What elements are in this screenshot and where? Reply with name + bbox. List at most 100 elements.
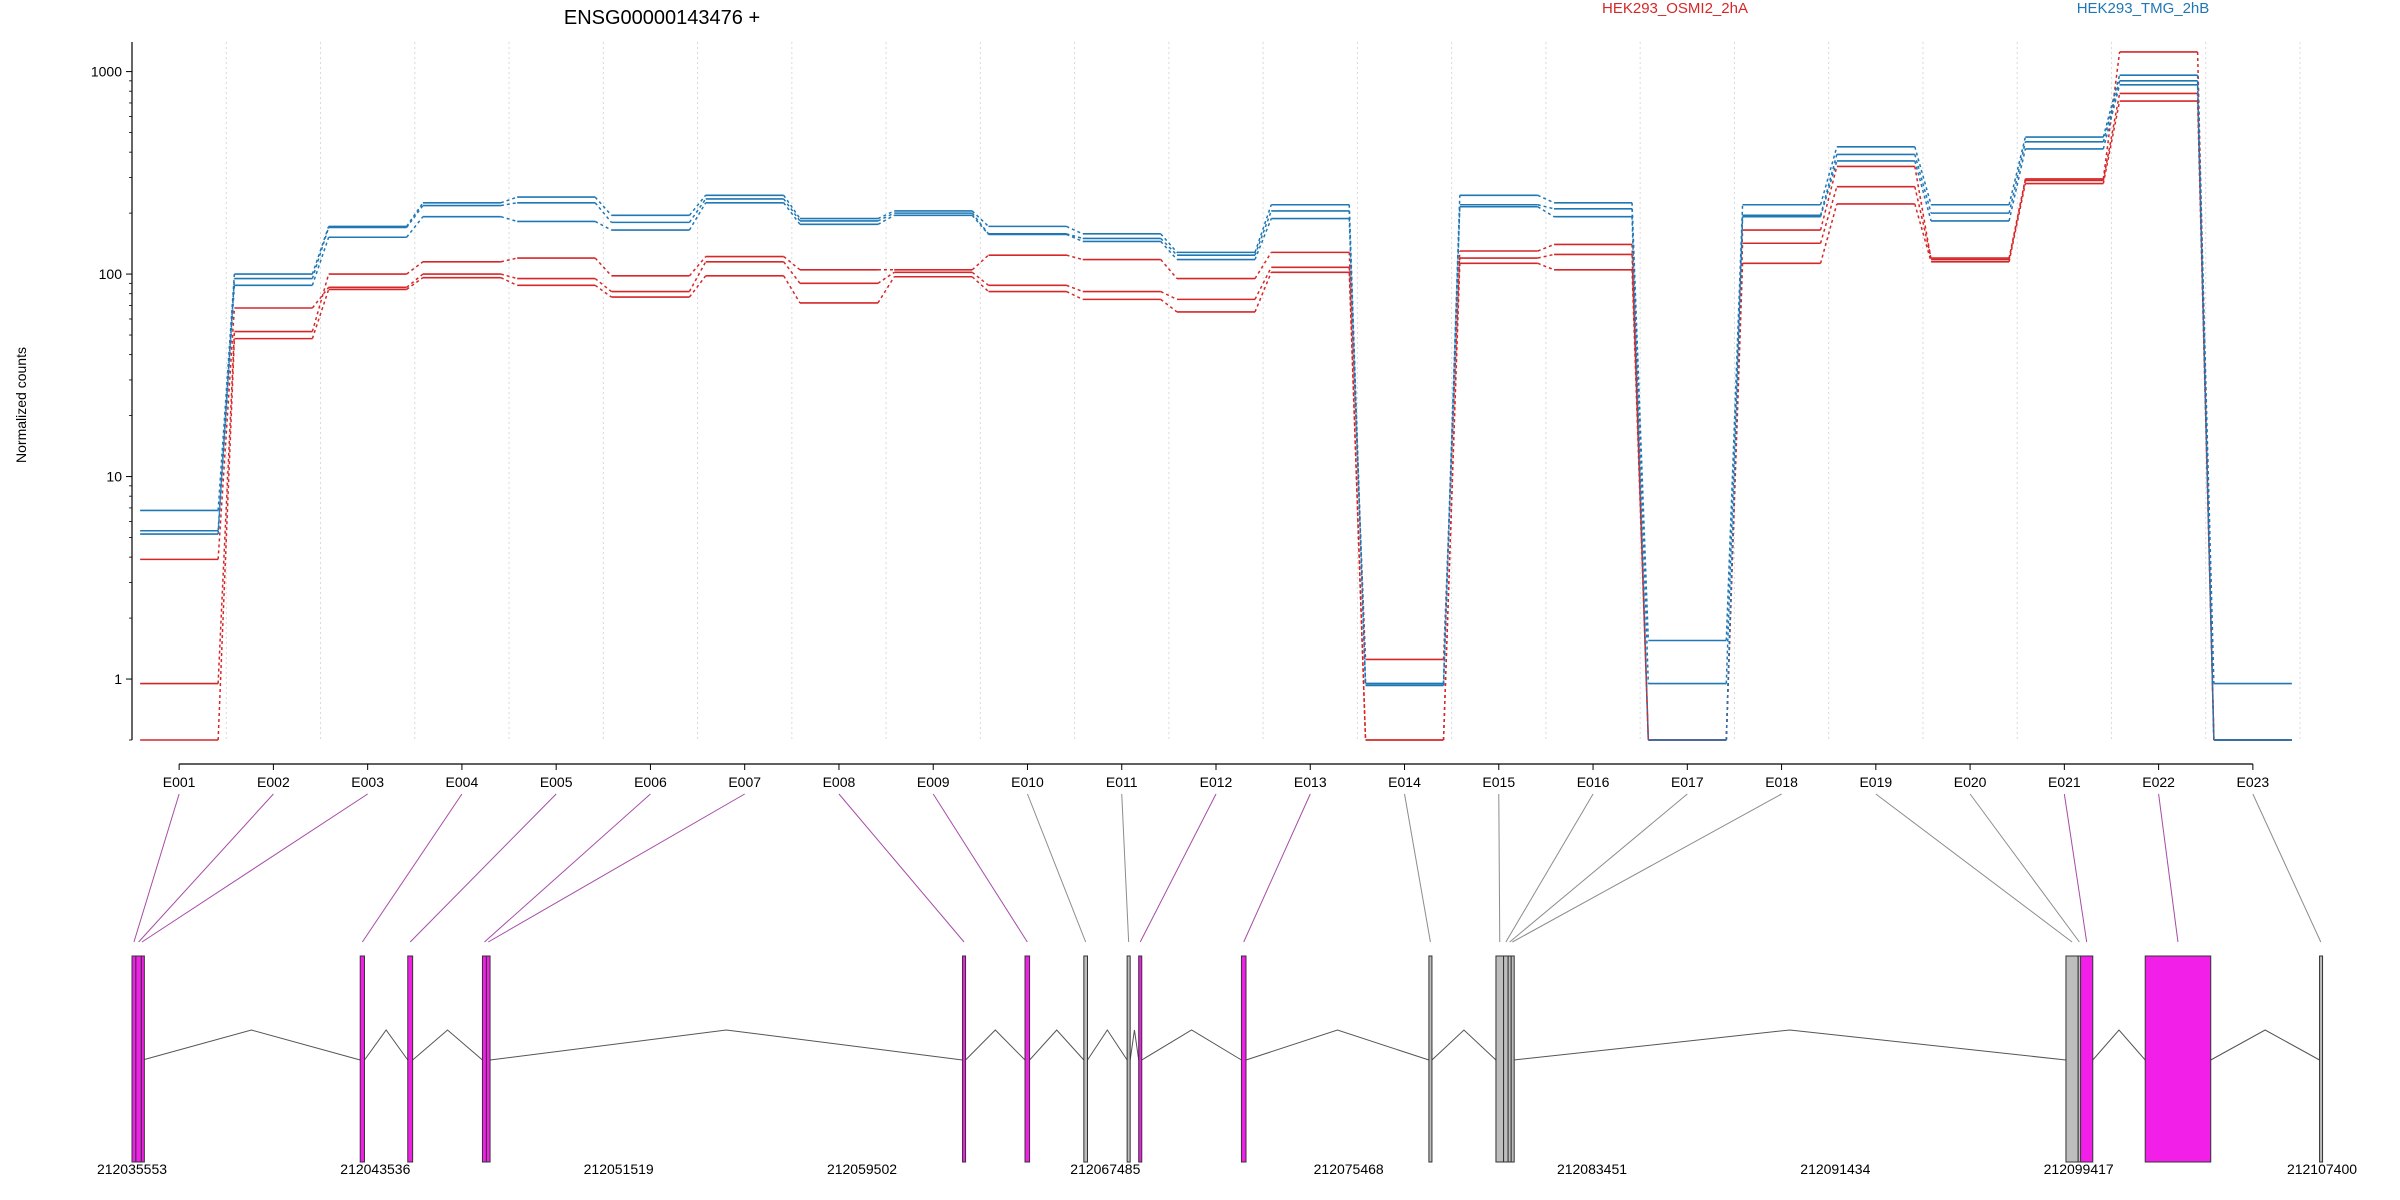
data-connector bbox=[406, 205, 424, 228]
data-connector bbox=[1160, 298, 1178, 313]
genomic-tick-label: 212099417 bbox=[2044, 1161, 2114, 1177]
data-connector bbox=[406, 202, 424, 227]
data-connector bbox=[311, 289, 330, 339]
data-connector bbox=[1160, 233, 1178, 253]
data-connector bbox=[971, 210, 989, 227]
exon-box-e018 bbox=[1510, 955, 1515, 1163]
exon-connector bbox=[932, 793, 1028, 943]
exon-box-e021 bbox=[2080, 955, 2094, 1163]
exon-box-e012 bbox=[1138, 955, 1143, 1163]
x-tick-label: E010 bbox=[1011, 774, 1044, 790]
data-connector bbox=[2196, 101, 2215, 741]
exon-box-e009 bbox=[1024, 955, 1031, 1163]
exon-box-e016 bbox=[1503, 955, 1509, 1163]
x-tick-label: E014 bbox=[1388, 774, 1421, 790]
exon-connector bbox=[1512, 793, 1782, 943]
data-connector bbox=[500, 196, 518, 204]
x-tick-label: E001 bbox=[163, 774, 196, 790]
x-tick-label: E012 bbox=[1200, 774, 1233, 790]
data-connector bbox=[688, 275, 707, 298]
data-connector bbox=[688, 256, 707, 277]
data-connector bbox=[1914, 203, 1932, 262]
data-connector bbox=[1442, 263, 1461, 741]
data-connector bbox=[594, 202, 613, 223]
data-connector bbox=[2008, 148, 2027, 222]
data-connector bbox=[1914, 146, 1932, 205]
exon-connector bbox=[2252, 793, 2322, 943]
data-connector bbox=[2102, 74, 2121, 138]
x-tick-label: E009 bbox=[917, 774, 950, 790]
data-connector bbox=[1066, 233, 1083, 240]
intron-line bbox=[1141, 1029, 1242, 1061]
exon-connector bbox=[1875, 793, 2073, 943]
data-connector bbox=[1066, 254, 1083, 261]
exon-box-e015 bbox=[1495, 955, 1505, 1163]
genomic-tick-label: 212035553 bbox=[97, 1161, 167, 1177]
genomic-tick-label: 212043536 bbox=[340, 1161, 410, 1177]
series-tmg-3 bbox=[140, 74, 2292, 685]
intron-line bbox=[490, 1029, 963, 1061]
data-connector bbox=[783, 275, 801, 304]
data-connector bbox=[311, 286, 330, 309]
exon-box-e023 bbox=[2319, 955, 2324, 1163]
series-layer bbox=[140, 51, 2292, 741]
data-connector bbox=[594, 277, 612, 293]
exon-connector bbox=[484, 793, 651, 943]
x-tick-label: E018 bbox=[1765, 774, 1798, 790]
grid-layer bbox=[131, 42, 2301, 740]
data-connector bbox=[217, 331, 236, 684]
data-connector bbox=[1819, 146, 1838, 205]
exon-connector bbox=[2063, 793, 2088, 943]
data-connector bbox=[406, 273, 424, 288]
x-tick-label: E011 bbox=[1106, 774, 1138, 790]
intron-line bbox=[965, 1029, 1026, 1061]
exon-box-e022 bbox=[2144, 955, 2212, 1163]
chart-title: ENSG00000143476 + bbox=[564, 7, 760, 29]
data-connector bbox=[1254, 272, 1272, 313]
data-connector bbox=[1348, 252, 1367, 660]
exon-box-e005 bbox=[407, 955, 414, 1163]
data-connector bbox=[688, 198, 707, 223]
exon-connector bbox=[1404, 793, 1431, 943]
exon-box-e013 bbox=[1240, 955, 1247, 1163]
data-connector bbox=[1819, 154, 1838, 216]
data-connector bbox=[1254, 218, 1272, 260]
intron-line bbox=[1129, 1029, 1140, 1061]
data-connector bbox=[500, 273, 518, 280]
exon-box-e001 bbox=[131, 955, 137, 1163]
data-connector bbox=[2102, 84, 2121, 150]
exon-connector bbox=[1969, 793, 2080, 943]
exon-connector bbox=[1509, 793, 1688, 943]
intron-line bbox=[412, 1029, 483, 1061]
x-tick-label: E017 bbox=[1671, 774, 1704, 790]
data-connector bbox=[2102, 93, 2121, 181]
x-tick-label: E022 bbox=[2142, 774, 2175, 790]
genomic-tick-label: 212075468 bbox=[1314, 1161, 1384, 1177]
exon-connector bbox=[138, 793, 274, 943]
x-tick-label: E008 bbox=[823, 774, 856, 790]
data-connector bbox=[217, 278, 236, 531]
exon-box-e014 bbox=[1428, 955, 1433, 1163]
data-connector bbox=[688, 202, 707, 231]
exon-connector bbox=[487, 793, 745, 943]
data-connector bbox=[1160, 240, 1178, 261]
data-connector bbox=[311, 237, 330, 286]
genomic-tick-label: 212091434 bbox=[1800, 1161, 1870, 1177]
intron-line bbox=[142, 1029, 361, 1061]
data-connector bbox=[1914, 154, 1932, 214]
data-connector bbox=[783, 202, 801, 225]
genomic-tick-label: 212067485 bbox=[1070, 1161, 1140, 1177]
data-connector bbox=[594, 257, 612, 277]
x-tick-label: E002 bbox=[257, 774, 290, 790]
data-connector bbox=[1914, 160, 1932, 222]
data-connector bbox=[1254, 251, 1272, 279]
connector-layer bbox=[133, 793, 2322, 943]
exon-box-e002 bbox=[135, 955, 142, 1163]
data-connector bbox=[783, 261, 801, 284]
data-connector bbox=[1066, 225, 1084, 235]
series-osmi2-2 bbox=[140, 100, 2292, 741]
data-connector bbox=[2008, 141, 2027, 214]
intron-line bbox=[1513, 1029, 2067, 1061]
